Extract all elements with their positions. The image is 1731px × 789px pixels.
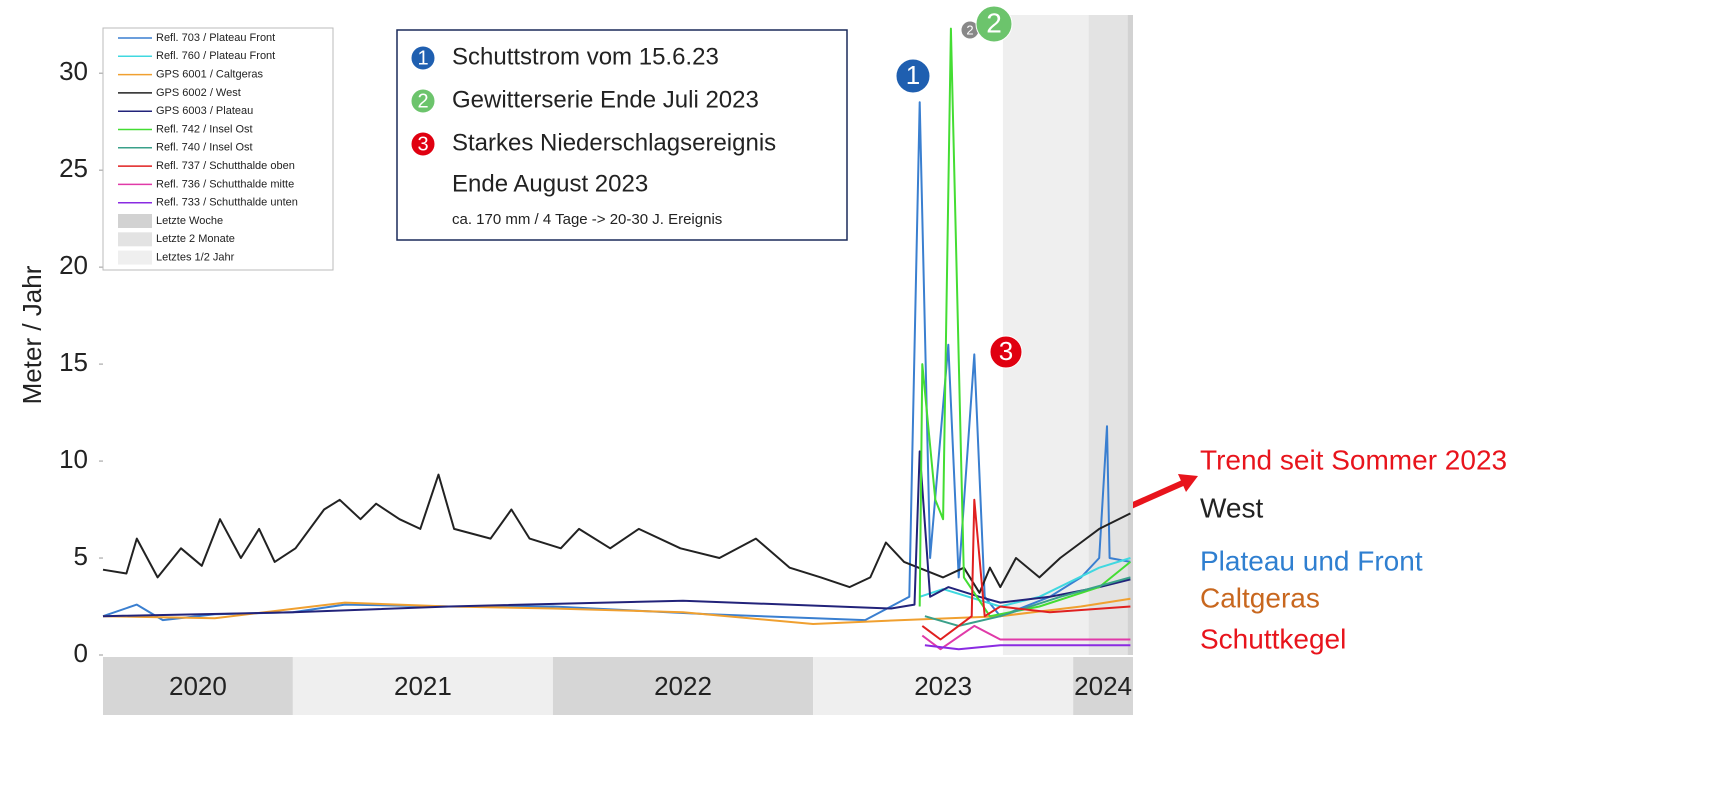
x-tick-label: 2022 — [654, 671, 712, 701]
event-badge — [895, 58, 931, 94]
legend-label: Refl. 740 / Insel Ost — [156, 142, 253, 154]
legend-swatch — [118, 250, 152, 265]
legend-label: Refl. 760 / Plateau Front — [156, 50, 275, 62]
event-badge — [410, 88, 436, 114]
event-number: 1 — [417, 47, 428, 69]
trend-label: Trend seit Sommer 2023 — [1200, 444, 1507, 475]
y-tick-label: 5 — [74, 541, 88, 571]
legend-box — [102, 27, 334, 271]
event-number: 3 — [417, 133, 428, 155]
y-tick-label: 0 — [74, 638, 88, 668]
legend-label: Refl. 742 / Insel Ost — [156, 123, 253, 135]
event-badge — [410, 45, 436, 71]
arrow-head — [1178, 474, 1198, 492]
legend-label: GPS 6003 / Plateau — [156, 105, 253, 117]
series-line — [102, 473, 1131, 594]
series-line — [102, 450, 1131, 618]
event-text: Gewitterserie Ende Juli 2023 — [452, 86, 759, 113]
event-number: 1 — [906, 60, 920, 90]
event-text: Ende August 2023 — [452, 170, 648, 197]
event-badge — [975, 5, 1013, 43]
series-line — [921, 498, 1131, 641]
series-line — [102, 597, 1131, 625]
legend-label: Refl. 703 / Plateau Front — [156, 32, 275, 44]
y-axis-label: Meter / Jahr — [17, 265, 47, 404]
trend-label: Caltgeras — [1200, 582, 1320, 613]
trend-label: West — [1200, 492, 1263, 523]
event-number: 2 — [966, 22, 973, 37]
legend-label: Refl. 736 / Schutthalde mitte — [156, 178, 294, 190]
year-band — [1073, 657, 1133, 715]
year-band — [103, 657, 293, 715]
x-tick-label: 2024 — [1074, 671, 1132, 701]
series-line — [918, 27, 1132, 618]
shaded-region — [1088, 15, 1133, 655]
trend-label: Plateau und Front — [1200, 545, 1423, 576]
y-tick-label: 10 — [59, 444, 88, 474]
event-text: Schuttstrom vom 15.6.23 — [452, 43, 719, 70]
x-tick-label: 2020 — [169, 671, 227, 701]
legend-label: Letzte Woche — [156, 215, 223, 227]
y-tick-label: 15 — [59, 347, 88, 377]
legend-label: GPS 6002 / West — [156, 87, 241, 99]
trend-label: Schuttkegel — [1200, 623, 1346, 654]
y-tick-label: 30 — [59, 56, 88, 86]
year-band — [292, 657, 553, 715]
year-band — [552, 657, 814, 715]
event-text: Starkes Niederschlagsereignis — [452, 129, 776, 156]
series-line — [924, 576, 1131, 627]
legend-swatch — [118, 214, 152, 228]
series-line — [924, 644, 1131, 651]
annotation-box — [396, 29, 848, 241]
event-badge — [989, 335, 1023, 369]
event-number: 2 — [986, 7, 1002, 38]
series-line — [921, 624, 1131, 651]
plot-area — [1002, 15, 1133, 655]
event-number: 2 — [417, 90, 428, 112]
legend-label: Letztes 1/2 Jahr — [156, 252, 235, 264]
legend-swatch — [118, 232, 152, 247]
y-tick-label: 20 — [59, 250, 88, 280]
legend-label: GPS 6001 / Caltgeras — [156, 69, 264, 81]
y-tick-label: 25 — [59, 153, 88, 183]
series-line — [919, 557, 1131, 608]
legend-label: Refl. 737 / Schutthalde oben — [156, 160, 295, 172]
event-note: ca. 170 mm / 4 Tage -> 20-30 J. Ereignis — [452, 211, 722, 228]
shaded-region — [1127, 15, 1133, 655]
legend-label: Letzte 2 Monate — [156, 233, 235, 245]
event-number: 3 — [999, 336, 1013, 366]
legend: Refl. 703 / Plateau Front Refl. 760 / Pla… — [102, 27, 334, 271]
event-badge — [410, 131, 436, 157]
legend-label: Refl. 733 / Schutthalde unten — [156, 197, 298, 209]
x-tick-label: 2021 — [394, 671, 452, 701]
year-band — [813, 657, 1074, 715]
x-tick-label: 2023 — [914, 671, 972, 701]
